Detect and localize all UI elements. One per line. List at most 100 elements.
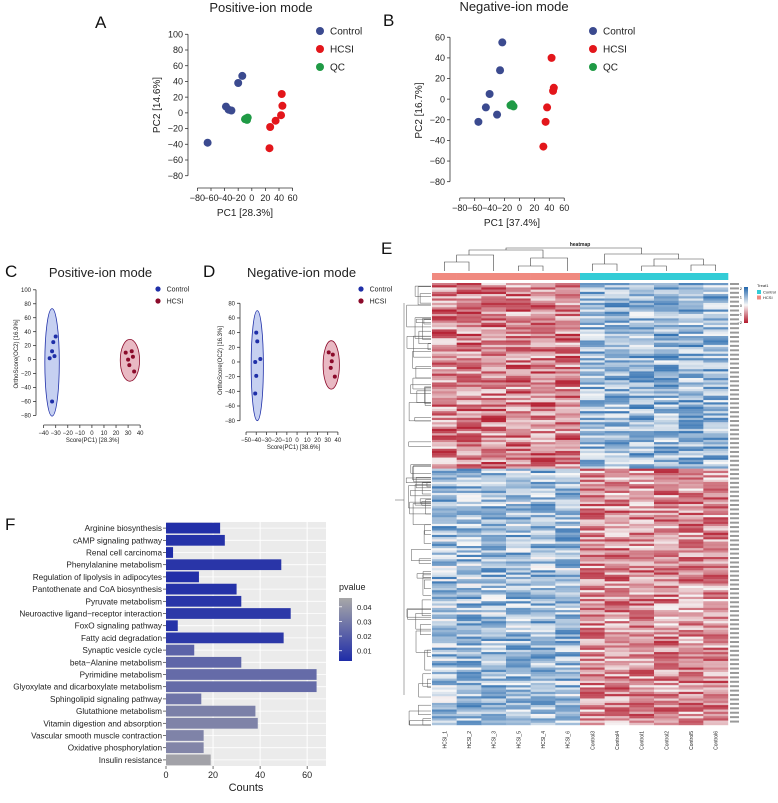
heatmap-cell bbox=[580, 603, 605, 606]
heatmap-cell bbox=[481, 426, 507, 430]
x-tick-label: −80 bbox=[190, 193, 205, 203]
heatmap-cell bbox=[703, 455, 729, 458]
heatmap-cell bbox=[506, 685, 531, 688]
data-point-control bbox=[238, 71, 247, 80]
heatmap-cell bbox=[481, 413, 507, 416]
heatmap-cell bbox=[530, 550, 556, 553]
panel-label-b: B bbox=[383, 11, 394, 30]
heatmap-cell bbox=[678, 711, 704, 715]
heatmap-cell bbox=[703, 406, 729, 410]
y-tick-label: −80 bbox=[430, 177, 445, 187]
heatmap-cell bbox=[678, 433, 704, 436]
dendrogram-branch bbox=[406, 304, 431, 328]
heatmap-cell bbox=[530, 652, 556, 655]
heatmap-cell bbox=[678, 660, 704, 664]
heatmap-cell bbox=[654, 563, 679, 567]
heatmap-cell bbox=[555, 446, 581, 449]
column-label: HCSI_4 bbox=[541, 731, 547, 749]
heatmap-cell bbox=[629, 393, 655, 396]
heatmap-cell bbox=[678, 289, 704, 293]
heatmap-cell bbox=[604, 504, 630, 507]
row-label-mark bbox=[730, 689, 739, 692]
category-label: beta−Alanine metabolism bbox=[70, 658, 162, 667]
data-point-control bbox=[496, 66, 505, 75]
heatmap-cell bbox=[456, 685, 482, 688]
heatmap-cell bbox=[629, 481, 655, 485]
heatmap-cell bbox=[629, 464, 655, 467]
heatmap-cell bbox=[654, 561, 679, 564]
heatmap-cell bbox=[654, 287, 679, 290]
heatmap-cell bbox=[703, 601, 729, 604]
heatmap-cell bbox=[481, 587, 507, 591]
row-dendrogram bbox=[395, 285, 431, 726]
heatmap-cell bbox=[678, 678, 704, 681]
heatmap-cell bbox=[456, 338, 482, 341]
heatmap-cell bbox=[432, 636, 457, 640]
heatmap-cell bbox=[629, 565, 655, 569]
heatmap-cell bbox=[555, 462, 581, 465]
heatmap-cell bbox=[506, 605, 531, 609]
data-point-hcsi bbox=[326, 350, 331, 355]
heatmap-cell bbox=[530, 570, 556, 573]
heatmap-cell bbox=[456, 674, 482, 677]
heatmap-cell bbox=[604, 537, 630, 540]
x-tick-label: −10 bbox=[282, 438, 293, 444]
heatmap-cell bbox=[678, 406, 704, 410]
heatmap-cell bbox=[703, 621, 729, 624]
heatmap-cell bbox=[654, 477, 679, 480]
heatmap-cell bbox=[654, 526, 679, 529]
heatmap-cell bbox=[456, 698, 482, 701]
heatmap-cell bbox=[604, 389, 630, 392]
heatmap-cell bbox=[555, 545, 581, 549]
heatmap-cell bbox=[654, 636, 679, 640]
heatmap-cell bbox=[432, 605, 457, 609]
heatmap-cell bbox=[580, 594, 605, 598]
heatmap-cell bbox=[604, 506, 630, 509]
row-label-mark bbox=[730, 671, 739, 674]
heatmap-cell bbox=[654, 687, 679, 690]
heatmap-cell bbox=[506, 720, 531, 723]
heatmap-cell bbox=[555, 426, 581, 430]
heatmap-cell bbox=[530, 636, 556, 640]
heatmap-cell bbox=[530, 616, 556, 620]
heatmap-cell bbox=[604, 568, 630, 571]
heatmap-cell bbox=[604, 300, 630, 304]
heatmap-cell bbox=[703, 340, 729, 343]
heatmap-cell bbox=[604, 603, 630, 606]
heatmap-cell bbox=[604, 565, 630, 569]
heatmap-cell bbox=[481, 711, 507, 715]
heatmap-cell bbox=[654, 574, 679, 578]
heatmap-cell bbox=[555, 433, 581, 436]
heatmap-cell bbox=[481, 539, 507, 542]
heatmap-cell bbox=[555, 627, 581, 631]
data-point-qc bbox=[509, 102, 518, 111]
heatmap-cell bbox=[678, 616, 704, 620]
heatmap-cell bbox=[629, 433, 655, 436]
heatmap-cell bbox=[654, 382, 679, 385]
heatmap-cell bbox=[555, 632, 581, 635]
heatmap-cell bbox=[432, 455, 457, 458]
heatmap-cell bbox=[629, 473, 655, 476]
x-tick-label: 60 bbox=[559, 203, 569, 213]
heatmap-cell bbox=[506, 291, 531, 295]
heatmap-cell bbox=[530, 355, 556, 359]
heatmap-cell bbox=[580, 669, 605, 673]
heatmap-cell bbox=[555, 386, 581, 390]
heatmap-cell bbox=[604, 550, 630, 553]
heatmap-cell bbox=[555, 519, 581, 522]
heatmap-cell bbox=[580, 705, 605, 708]
row-label-mark bbox=[730, 424, 739, 427]
heatmap-cell bbox=[703, 442, 729, 445]
heatmap-cell bbox=[481, 676, 507, 679]
heatmap-cell bbox=[678, 627, 704, 631]
category-label: Neuroactive ligand−receptor interaction bbox=[19, 610, 162, 619]
heatmap-cell bbox=[456, 599, 482, 602]
heatmap-cell bbox=[432, 649, 457, 653]
heatmap-cell bbox=[456, 384, 482, 388]
row-label-mark bbox=[730, 641, 739, 644]
row-label-mark bbox=[730, 455, 739, 458]
heatmap-cell bbox=[432, 641, 457, 644]
heatmap-cell bbox=[678, 565, 704, 569]
heatmap-cell bbox=[432, 515, 457, 518]
heatmap-cell bbox=[604, 532, 630, 536]
